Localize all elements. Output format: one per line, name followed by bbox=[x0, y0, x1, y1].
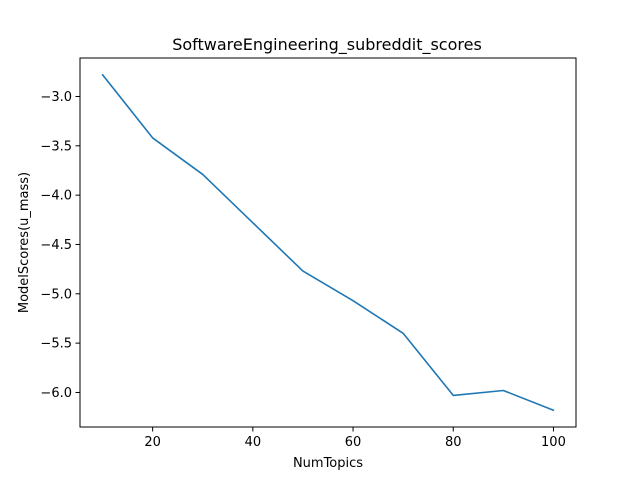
chart-title: SoftwareEngineering_subreddit_scores bbox=[172, 35, 482, 55]
y-tick-label: −4.0 bbox=[40, 189, 72, 204]
y-tick-label: −3.5 bbox=[40, 139, 72, 154]
y-tick-label: −5.0 bbox=[40, 287, 72, 302]
y-tick-label: −3.0 bbox=[40, 90, 72, 105]
y-axis: −3.0 −3.5 −4.0 −4.5 −5.0 −5.5 −6.0 bbox=[40, 90, 80, 401]
x-axis-label: NumTopics bbox=[293, 456, 363, 471]
x-tick-label: 60 bbox=[345, 435, 362, 450]
y-axis-label: ModelScores(u_mass) bbox=[17, 172, 32, 313]
y-tick-label: −5.5 bbox=[40, 337, 72, 352]
series-line bbox=[101, 73, 555, 412]
y-tick-label: −4.5 bbox=[40, 238, 72, 253]
x-tick-label: 100 bbox=[541, 435, 566, 450]
y-tick-label: −6.0 bbox=[40, 386, 72, 401]
x-axis: 20 40 60 80 100 bbox=[144, 427, 566, 450]
x-tick-label: 40 bbox=[245, 435, 262, 450]
plot-area bbox=[101, 73, 555, 412]
x-tick-label: 80 bbox=[445, 435, 462, 450]
axes-frame bbox=[79, 57, 577, 428]
x-tick-label: 20 bbox=[144, 435, 161, 450]
